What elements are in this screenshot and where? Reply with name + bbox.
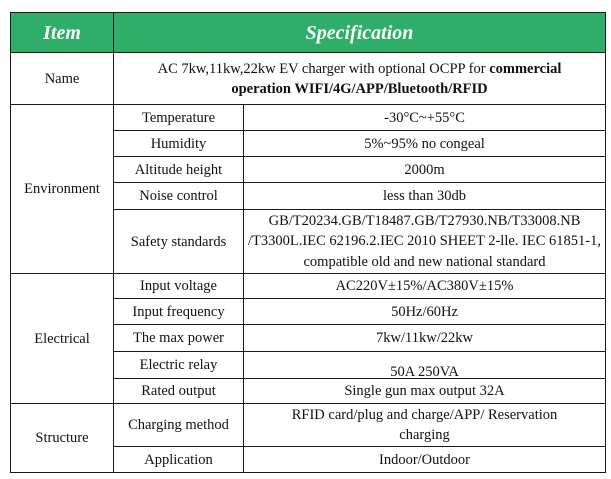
param-label: Input voltage — [113, 273, 244, 299]
param-label: Safety standards — [113, 209, 244, 274]
param-label: Noise control — [113, 182, 244, 210]
table-row: Electrical Input voltage AC220V±15%/AC38… — [10, 273, 607, 404]
param-value: Indoor/Outdoor — [242, 446, 607, 473]
param-value: 5%~95% no congeal — [242, 130, 607, 157]
param-value: 2000m — [242, 156, 607, 183]
table-row: Altitude height 2000m — [11, 156, 607, 183]
table-row: Environment Temperature -30°C~+55°C — [10, 104, 607, 274]
param-value: -30°C~+55°C — [242, 104, 607, 131]
table-row: The max power 7kw/11kw/22kw — [11, 324, 607, 352]
table-row: Application Indoor/Outdoor — [11, 446, 607, 473]
param-label: Application — [113, 446, 244, 473]
header-row: Item Specification — [10, 12, 607, 53]
param-label: The max power — [113, 324, 244, 352]
table-row: Noise control less than 30db — [11, 182, 607, 210]
param-label: Temperature — [113, 104, 244, 131]
name-value-plain: AC 7kw,11kw,22kw EV charger with optiona… — [157, 60, 490, 77]
name-value-bold: commercial operation WIFI/4G/APP/Bluetoo… — [231, 60, 562, 97]
param-label: Humidity — [113, 130, 244, 157]
param-value: Single gun max output 32A — [242, 378, 607, 404]
spec-table: Item Specification Name AC 7kw,11kw,22kw… — [10, 12, 607, 473]
table-row: Input frequency 50Hz/60Hz — [11, 298, 607, 325]
table-row: Rated output Single gun max output 32A — [11, 378, 607, 404]
relay-value: 50A 250VA — [390, 364, 459, 379]
param-value: 50A 250VA — [242, 351, 607, 379]
param-value: 50Hz/60Hz — [242, 298, 607, 325]
param-value: GB/T20234.GB/T18487.GB/T27930.NB/T33008.… — [242, 209, 607, 274]
table-row-name: Name AC 7kw,11kw,22kw EV charger with op… — [10, 52, 607, 105]
group-label-electrical: Electrical — [10, 273, 114, 404]
name-value: AC 7kw,11kw,22kw EV charger with optiona… — [112, 52, 607, 105]
group-label-environment: Environment — [10, 104, 114, 274]
table-row: Structure Charging method RFID card/plug… — [10, 403, 607, 473]
param-label: Charging method — [113, 403, 244, 447]
table-row: Safety standards GB/T20234.GB/T18487.GB/… — [11, 209, 607, 274]
param-value: less than 30db — [242, 182, 607, 210]
param-value: AC220V±15%/AC380V±15% — [242, 273, 607, 299]
row-label-name: Name — [10, 52, 114, 105]
param-label: Rated output — [113, 378, 244, 404]
param-label: Input frequency — [113, 298, 244, 325]
param-value: 7kw/11kw/22kw — [242, 324, 607, 352]
table-row: Electric relay 50A 250VA — [11, 351, 607, 379]
param-value: RFID card/plug and charge/APP/ Reservati… — [242, 403, 607, 447]
header-item: Item — [10, 12, 114, 53]
param-label: Electric relay — [113, 351, 244, 379]
group-label-structure: Structure — [10, 403, 114, 473]
param-label: Altitude height — [113, 156, 244, 183]
header-specification: Specification — [112, 12, 607, 53]
